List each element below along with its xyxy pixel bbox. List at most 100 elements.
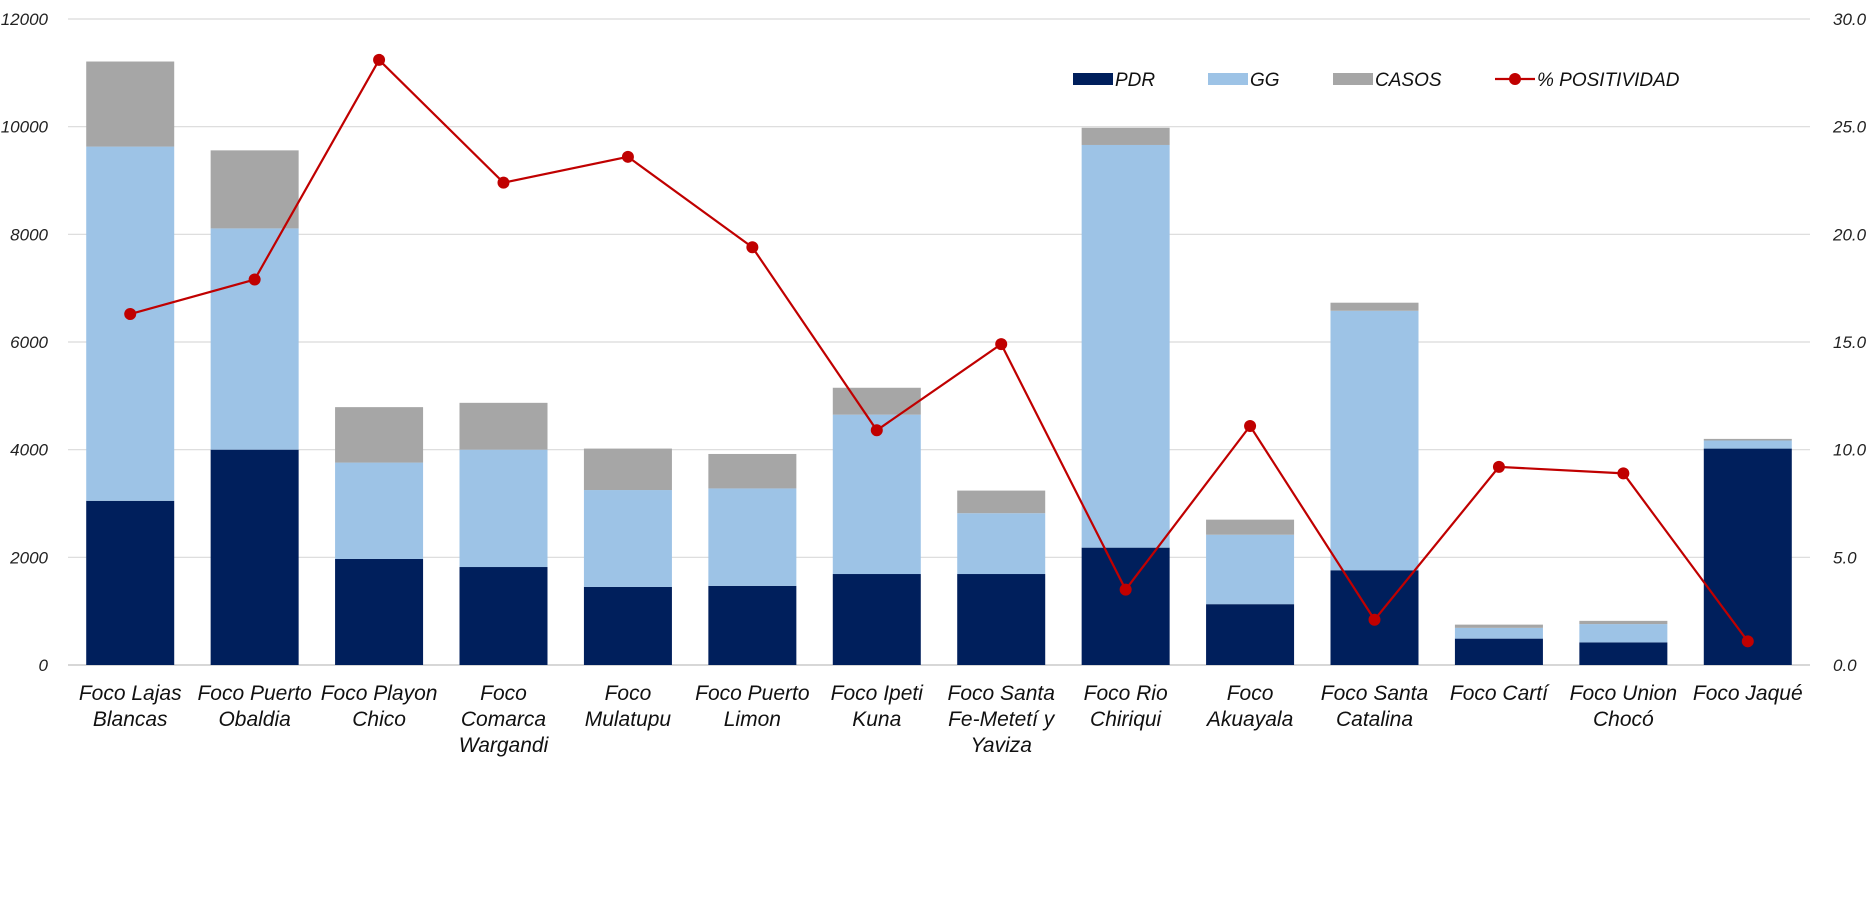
bar-gg <box>1206 534 1295 605</box>
x-tick-label-line: Foco Ipeti <box>831 682 925 705</box>
legend-label: % POSITIVIDAD <box>1537 70 1680 91</box>
x-tick-label-line: Foco Puerto <box>197 682 312 705</box>
bar-gg <box>1454 627 1543 639</box>
bar-casos <box>86 61 175 147</box>
bar-pdr <box>583 586 672 665</box>
y-right-tick-label: 20.0 <box>1832 225 1867 244</box>
x-tick-label: Foco Mulatupu <box>585 682 672 731</box>
bar-gg <box>583 490 672 587</box>
x-tick-label-line: Foco Santa <box>1321 682 1428 705</box>
bar-gg <box>210 228 299 450</box>
x-tick-label-line: Wargandi <box>459 734 550 757</box>
positivity-series-line <box>129 58 1749 642</box>
x-tick-label-line: Chiriqui <box>1090 708 1163 731</box>
legend-label: PDR <box>1115 70 1155 91</box>
gridlines <box>68 18 1810 666</box>
bar-pdr <box>1454 638 1543 665</box>
x-tick-label-line: Mulatupu <box>585 708 672 731</box>
positivity-point <box>1368 613 1381 626</box>
legend-label: GG <box>1250 70 1280 91</box>
y-left-tick-label: 8000 <box>10 225 48 244</box>
legend-swatch <box>1073 73 1113 85</box>
x-tick-label: Foco Puerto Obaldia <box>197 682 312 731</box>
y-right-tick-label: 5.0 <box>1833 548 1857 567</box>
bars <box>86 61 1792 665</box>
x-tick-label: Foco Santa Fe-Metetí y Yaviza <box>948 682 1056 757</box>
positivity-point <box>870 424 883 437</box>
bar-gg <box>335 462 424 559</box>
x-tick-label-line: Foco Puerto <box>695 682 810 705</box>
x-tick-label-line: Foco Cartí <box>1450 682 1550 705</box>
bar-pdr <box>335 558 424 665</box>
x-tick-label: Foco Rio Chiriqui <box>1084 682 1168 731</box>
bar-pdr <box>1579 642 1668 665</box>
bar-casos <box>459 402 548 450</box>
bar-casos <box>1454 624 1543 628</box>
positivity-point <box>248 273 261 286</box>
bar-casos <box>1703 438 1792 441</box>
x-tick-label-line: Foco <box>1227 682 1274 705</box>
y-left-tick-label: 4000 <box>10 441 48 460</box>
y-right-tick-label: 0.0 <box>1833 656 1857 675</box>
x-tick-label-line: Foco Playon <box>321 682 438 705</box>
x-tick-label-line: Chocó <box>1593 708 1654 731</box>
bar-gg <box>708 488 797 586</box>
positivity-point <box>373 53 386 66</box>
positivity-point <box>497 176 510 189</box>
x-tick-label-line: Foco Union <box>1570 682 1677 705</box>
bar-casos <box>708 453 797 489</box>
bar-pdr <box>708 585 797 665</box>
y-left-tick-label: 10000 <box>1 118 49 137</box>
bar-casos <box>1579 620 1668 625</box>
x-tick-label: Foco Union Chocó <box>1570 682 1677 731</box>
x-tick-label: Foco Ipeti Kuna <box>831 682 925 731</box>
legend-label: CASOS <box>1375 70 1442 91</box>
bar-casos <box>957 490 1046 514</box>
y-left-tick-label: 2000 <box>9 548 48 567</box>
bar-gg <box>459 449 548 568</box>
bar-pdr <box>1081 547 1170 665</box>
x-tick-label: Foco Playon Chico <box>321 682 438 731</box>
x-tick-label: Foco Puerto Limon <box>695 682 810 731</box>
x-tick-label: Foco Akuayala <box>1205 682 1293 731</box>
positivity-line <box>124 53 1754 648</box>
positivity-point <box>1244 419 1257 432</box>
positivity-point <box>746 241 759 254</box>
bar-pdr <box>957 574 1046 665</box>
y-left-tick-label: 12000 <box>1 10 49 29</box>
bar-pdr <box>210 449 299 665</box>
legend-swatch-marker <box>1509 73 1521 85</box>
positivity-point <box>1492 460 1505 473</box>
y-axis-right: 0.0 5.0 10.0 15.0 20.0 25.0 30.0 <box>1832 10 1867 675</box>
legend-swatch <box>1333 73 1373 85</box>
y-left-tick-label: 0 <box>39 656 49 675</box>
bar-pdr <box>86 500 175 665</box>
x-tick-label-line: Yaviza <box>970 734 1031 757</box>
bar-casos <box>832 387 921 415</box>
bar-casos <box>583 448 672 491</box>
positivity-point <box>1119 583 1132 596</box>
x-tick-label: Foco Santa Catalina <box>1321 682 1428 731</box>
x-tick-label-line: Foco Santa <box>948 682 1055 705</box>
legend-swatch <box>1208 73 1248 85</box>
x-tick-label-line: Foco Lajas <box>79 682 182 705</box>
y-left-tick-label: 6000 <box>10 333 48 352</box>
bar-gg <box>1081 144 1170 548</box>
positivity-point <box>1617 467 1630 480</box>
bar-pdr <box>1206 604 1295 665</box>
y-right-tick-label: 25.0 <box>1832 118 1867 137</box>
x-tick-label: Foco Lajas Blancas <box>79 682 182 731</box>
positivity-point <box>621 150 634 163</box>
bar-casos <box>1081 127 1170 145</box>
bar-casos <box>1330 302 1419 311</box>
positivity-point <box>124 308 137 321</box>
bar-pdr <box>1703 448 1792 665</box>
x-tick-label-line: Akuayala <box>1205 708 1293 731</box>
bar-casos <box>210 150 299 229</box>
x-tick-label-line: Limon <box>724 708 781 731</box>
x-tick-label: Foco Jaqué <box>1693 682 1803 705</box>
positivity-point <box>1741 635 1754 648</box>
y-right-tick-label: 15.0 <box>1833 333 1867 352</box>
